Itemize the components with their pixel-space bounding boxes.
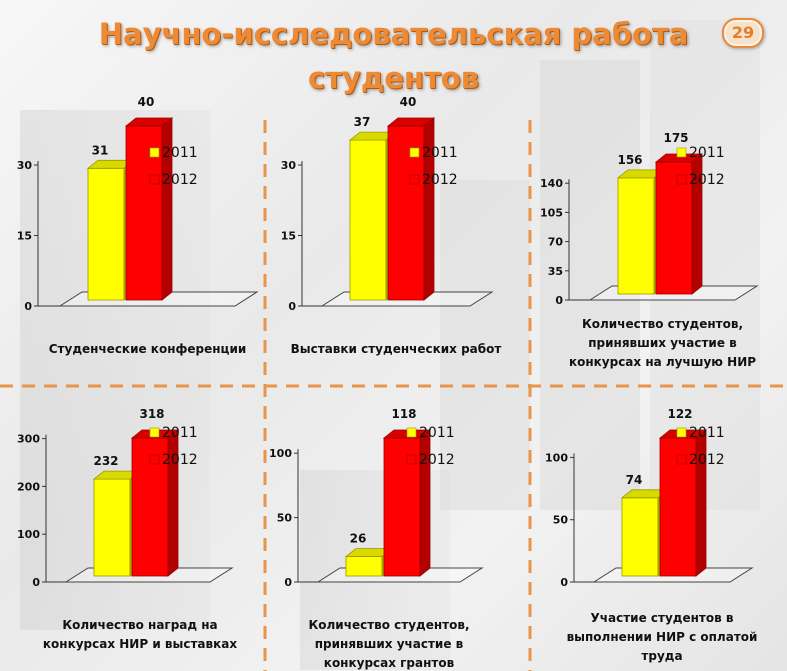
legend-label-2011: 2011 — [689, 145, 725, 161]
y-tick-label: 0 — [24, 300, 32, 313]
legend-swatch-2012 — [406, 454, 417, 465]
y-tick-label: 300 — [17, 433, 40, 446]
slide-title: Научно-исследовательская работа студенто… — [0, 12, 787, 100]
chart-2: 0 15 30 37 40 2011 2012 Выставки студенческих р… — [281, 95, 502, 356]
y-tick-label: 15 — [281, 230, 296, 243]
chart-caption-line: Количество студентов, — [308, 618, 469, 632]
legend-label-2011: 2011 — [162, 145, 198, 161]
legend-label-2012: 2012 — [689, 172, 725, 188]
y-tick-label: 70 — [548, 236, 564, 249]
data-label-2011: 37 — [354, 115, 371, 129]
data-label-2012: 175 — [663, 131, 688, 145]
chart-caption-line: Студенческие конференции — [49, 342, 247, 356]
data-label-2012: 318 — [139, 407, 164, 421]
y-tick-label: 140 — [540, 177, 563, 190]
chart-caption-line: Количество студентов, — [582, 317, 743, 331]
bar-front-2011 — [345, 556, 383, 577]
y-tick-label: 100 — [545, 451, 568, 464]
bar-side-2012 — [423, 117, 435, 301]
data-label-2011: 74 — [626, 473, 643, 487]
y-tick-label: 0 — [284, 576, 292, 589]
legend-swatch-2012 — [149, 454, 160, 465]
bar-side-2012 — [161, 117, 173, 301]
y-tick-label: 35 — [548, 265, 563, 278]
legend-label-2011: 2011 — [689, 425, 725, 441]
legend-label-2011: 2011 — [419, 425, 455, 441]
data-label-2011: 232 — [93, 454, 118, 468]
y-tick-label: 100 — [17, 528, 40, 541]
y-tick-label: 30 — [281, 159, 297, 172]
legend-label-2012: 2012 — [689, 452, 725, 468]
data-label-2012: 40 — [138, 95, 155, 109]
legend-swatch-2012 — [676, 174, 687, 185]
legend-swatch-2011 — [409, 147, 420, 158]
bar-front-2011 — [93, 478, 131, 577]
chart-caption-line: выполнении НИР с оплатой — [567, 630, 758, 644]
legend-label-2011: 2011 — [422, 145, 458, 161]
chart-1: 0 15 30 31 40 2011 2012 Студенческие конференци… — [17, 95, 259, 356]
page-number-badge: 29 — [722, 18, 764, 48]
legend-swatch-2011 — [149, 427, 160, 438]
chart-caption-line: принявших участие в — [315, 637, 464, 651]
y-tick-label: 105 — [540, 206, 563, 219]
bar-front-2011 — [621, 497, 659, 577]
legend-swatch-2012 — [409, 174, 420, 185]
chart-caption-line: Выставки студенческих работ — [291, 342, 502, 356]
chart-caption-line: конкурсах на лучшую НИР — [569, 355, 756, 369]
data-label-2012: 118 — [391, 407, 416, 421]
y-tick-label: 0 — [555, 294, 563, 307]
legend-label-2012: 2012 — [422, 172, 458, 188]
y-tick-label: 200 — [17, 480, 40, 493]
bg-block-1 — [440, 180, 530, 510]
legend-label-2012: 2012 — [162, 172, 198, 188]
chart-caption-line: принявших участие в — [588, 336, 737, 350]
bar-front-2012 — [655, 161, 693, 295]
y-tick-label: 15 — [17, 230, 32, 243]
bar-2012 — [658, 429, 708, 577]
legend-swatch-2011 — [406, 427, 417, 438]
data-label-2012: 40 — [400, 95, 417, 109]
bar-side-2012 — [695, 429, 707, 577]
bar-front-2011 — [349, 139, 387, 301]
bar-front-2011 — [617, 177, 655, 295]
legend-label-2011: 2011 — [162, 425, 198, 441]
y-tick-label: 0 — [560, 576, 568, 589]
legend-swatch-2011 — [676, 147, 687, 158]
chart-6: 0 50 100 74 122 2011 2012 Участие студентов в вы… — [545, 407, 757, 663]
legend-label-2012: 2012 — [162, 452, 198, 468]
chart-4: 0 100 200 300 232 318 2011 2012 Количество награ… — [17, 407, 237, 651]
bar-side-2012 — [691, 153, 703, 295]
chart-caption-line: конкурсах НИР и выставках — [43, 637, 237, 651]
legend-swatch-2012 — [149, 174, 160, 185]
chart-caption-line: труда — [641, 649, 682, 663]
y-tick-label: 0 — [288, 300, 296, 313]
slide-title-line2: студентов — [307, 61, 480, 95]
legend-label-2012: 2012 — [419, 452, 455, 468]
legend-swatch-2011 — [149, 147, 160, 158]
data-label-2012: 122 — [667, 407, 692, 421]
slide-title-line1: Научно-исследовательская работа — [98, 17, 689, 51]
bar-front-2011 — [87, 167, 125, 301]
chart-caption-line: Количество наград на — [62, 618, 217, 632]
y-tick-label: 50 — [277, 512, 293, 525]
bar-side-2012 — [167, 429, 179, 577]
y-tick-label: 50 — [553, 514, 569, 527]
bar-side-2012 — [419, 429, 431, 577]
legend-swatch-2012 — [676, 454, 687, 465]
legend-swatch-2011 — [676, 427, 687, 438]
chart-caption-line: конкурсах грантов — [324, 656, 455, 670]
data-label-2011: 156 — [617, 153, 642, 167]
chart-caption-line: Участие студентов в — [591, 611, 734, 625]
data-label-2011: 26 — [350, 532, 367, 546]
y-tick-label: 100 — [269, 447, 292, 460]
data-label-2011: 31 — [92, 143, 109, 157]
y-tick-label: 0 — [32, 576, 40, 589]
y-tick-label: 30 — [17, 159, 33, 172]
